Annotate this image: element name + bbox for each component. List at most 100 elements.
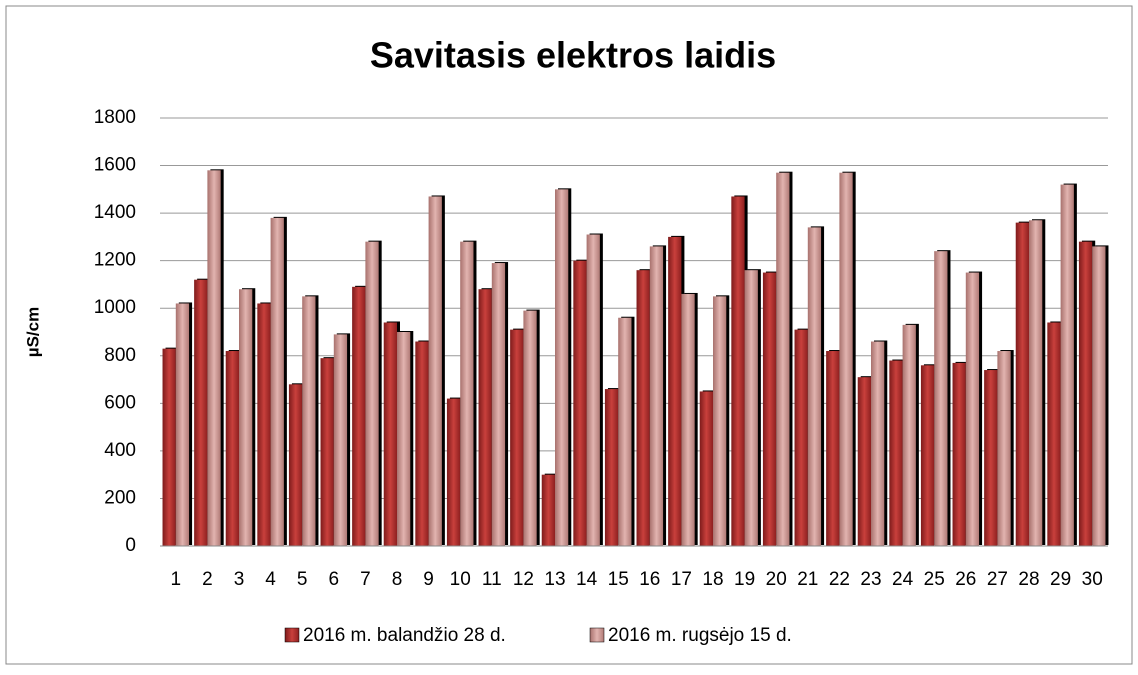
legend-label: 2016 m. balandžio 28 d.: [303, 625, 506, 646]
x-tick-label: 2: [202, 569, 213, 590]
bar: [713, 296, 727, 546]
bar: [618, 317, 632, 546]
x-tick-label: 1: [171, 569, 182, 590]
bar: [586, 234, 600, 546]
bar: [997, 351, 1011, 546]
bar: [478, 289, 492, 546]
bar: [225, 351, 239, 546]
x-tick-label: 5: [297, 569, 308, 590]
bar: [239, 289, 253, 546]
x-tick-label: 11: [482, 569, 502, 590]
bar: [194, 279, 208, 546]
x-tick-label: 27: [987, 569, 1008, 590]
bar: [510, 329, 524, 546]
bar: [776, 172, 790, 546]
x-tick-label: 29: [1050, 569, 1071, 590]
x-tick-label: 23: [860, 569, 881, 590]
bar: [871, 341, 885, 546]
x-tick-label: 6: [329, 569, 340, 590]
bar: [257, 303, 271, 546]
x-tick-label: 4: [265, 569, 276, 590]
bar: [523, 310, 537, 546]
x-tick-label: 28: [1018, 569, 1039, 590]
bar: [460, 241, 474, 546]
y-tick-label: 1600: [94, 155, 136, 176]
bar: [207, 170, 221, 547]
x-tick-label: 7: [360, 569, 371, 590]
bar: [573, 260, 587, 546]
bar: [491, 263, 506, 546]
y-tick-label: 200: [104, 487, 136, 508]
y-tick-label: 1800: [94, 107, 136, 128]
y-tick-label: 800: [104, 345, 136, 366]
bar: [1060, 184, 1074, 547]
bar: [1092, 246, 1106, 546]
legend-swatch: [284, 627, 300, 643]
bar: [1015, 222, 1029, 546]
x-tick-label: 10: [450, 569, 471, 590]
bar: [383, 322, 397, 546]
x-tick-label: 26: [955, 569, 976, 590]
legend-swatch: [589, 627, 605, 643]
bar: [415, 341, 429, 546]
y-tick-label: 400: [104, 440, 136, 461]
y-tick-label: 1400: [94, 202, 136, 223]
bar: [965, 272, 980, 546]
bar: [744, 270, 758, 546]
x-tick-label: 21: [797, 569, 818, 590]
x-tick-label: 12: [513, 569, 534, 590]
bar: [365, 241, 379, 546]
bar: [699, 391, 713, 546]
bar: [807, 227, 822, 546]
bar: [397, 332, 411, 546]
bar: [1047, 322, 1061, 546]
bar: [352, 286, 366, 546]
bar: [333, 334, 348, 546]
bar: [428, 196, 442, 546]
bar: [288, 384, 303, 546]
y-axis-label: µS/cm: [23, 307, 42, 357]
bar: [902, 324, 916, 546]
bar: [934, 251, 948, 546]
y-tick-label: 600: [104, 392, 136, 413]
bar: [604, 389, 619, 546]
x-tick-label: 14: [576, 569, 598, 590]
bar: [920, 365, 935, 546]
x-tick-label: 19: [734, 569, 755, 590]
bar: [1029, 220, 1043, 546]
bar: [636, 270, 650, 546]
bar: [681, 293, 695, 546]
x-tick-label: 25: [924, 569, 945, 590]
x-tick-label: 30: [1082, 569, 1103, 590]
x-tick-label: 22: [829, 569, 850, 590]
bar: [952, 362, 966, 546]
bar: [826, 351, 840, 546]
bar: [839, 172, 853, 546]
y-tick-label: 0: [125, 535, 136, 556]
chart-border: [5, 5, 1133, 665]
x-tick-label: 13: [544, 569, 565, 590]
bar: [762, 272, 777, 546]
bar: [794, 329, 808, 546]
bar: [541, 474, 555, 546]
bar: [320, 358, 334, 546]
y-tick-label: 1000: [94, 297, 136, 318]
y-tick-label: 1200: [94, 250, 136, 271]
bar: [731, 196, 745, 546]
bar: [649, 246, 664, 546]
x-tick-label: 24: [892, 569, 914, 590]
x-tick-label: 9: [423, 569, 434, 590]
bar: [162, 348, 176, 546]
bar: [446, 398, 461, 546]
bar: [555, 189, 569, 547]
bar: [270, 217, 284, 546]
legend-label: 2016 m. rugsėjo 15 d.: [608, 625, 792, 646]
x-tick-label: 15: [608, 569, 629, 590]
bar: [302, 296, 316, 546]
bar: [175, 303, 190, 546]
x-tick-label: 17: [671, 569, 692, 590]
chart-title: Savitasis elektros laidis: [370, 35, 776, 76]
x-tick-label: 16: [639, 569, 660, 590]
x-tick-label: 18: [702, 569, 723, 590]
